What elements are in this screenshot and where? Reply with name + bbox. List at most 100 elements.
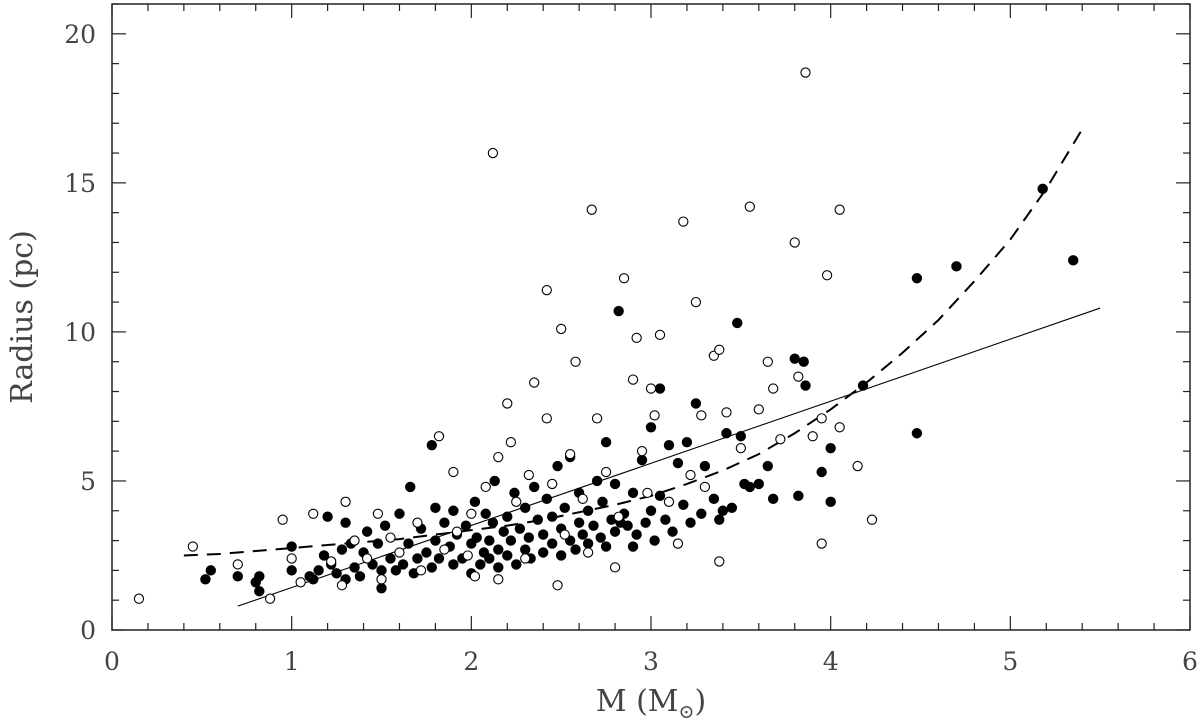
open-point bbox=[336, 580, 348, 591]
filled-point bbox=[573, 517, 585, 528]
filled-point bbox=[448, 559, 459, 570]
filled-point bbox=[200, 574, 211, 585]
filled-point bbox=[735, 431, 747, 442]
open-point bbox=[663, 496, 675, 507]
filled-point bbox=[520, 502, 531, 513]
filled-point bbox=[588, 520, 599, 531]
filled-point bbox=[308, 574, 319, 585]
open-point bbox=[340, 496, 351, 507]
filled-point bbox=[505, 535, 517, 546]
filled-point bbox=[430, 535, 441, 546]
filled-point bbox=[951, 261, 962, 272]
open-point bbox=[753, 404, 764, 415]
x-tick-label: 2 bbox=[463, 647, 479, 676]
filled-point bbox=[372, 538, 384, 549]
filled-point bbox=[426, 562, 438, 573]
filled-point bbox=[205, 565, 217, 576]
filled-point bbox=[469, 496, 481, 508]
filled-point bbox=[511, 559, 522, 570]
open-point bbox=[816, 538, 827, 549]
solid-fit-line bbox=[237, 307, 1101, 607]
open-point bbox=[493, 574, 504, 585]
open-point bbox=[412, 517, 423, 528]
filled-point bbox=[412, 553, 423, 564]
open-point bbox=[696, 410, 707, 421]
open-point bbox=[376, 574, 387, 585]
filled-point bbox=[322, 511, 333, 522]
open-point bbox=[502, 398, 513, 409]
filled-point bbox=[613, 305, 624, 317]
open-point bbox=[520, 553, 531, 564]
filled-point bbox=[405, 481, 416, 493]
filled-point bbox=[857, 380, 869, 391]
filled-point bbox=[484, 535, 495, 546]
filled-point bbox=[421, 547, 432, 558]
filled-point bbox=[331, 568, 342, 579]
open-point bbox=[277, 514, 288, 525]
filled-point bbox=[538, 529, 549, 540]
filled-point bbox=[640, 517, 651, 528]
open-point bbox=[552, 580, 563, 591]
filled-point bbox=[538, 547, 549, 558]
filled-point bbox=[591, 475, 603, 487]
filled-point bbox=[336, 544, 348, 555]
open-point bbox=[735, 443, 746, 454]
filled-point bbox=[286, 541, 297, 552]
open-point bbox=[487, 147, 499, 159]
open-point bbox=[433, 431, 445, 442]
open-point bbox=[466, 508, 477, 519]
filled-point bbox=[397, 559, 409, 570]
x-tick-label: 6 bbox=[1182, 647, 1198, 676]
open-point bbox=[690, 296, 702, 308]
filled-point bbox=[439, 517, 450, 528]
open-point bbox=[645, 383, 657, 394]
open-point bbox=[721, 407, 732, 418]
filled-point bbox=[660, 514, 671, 525]
open-point bbox=[582, 547, 594, 558]
filled-point bbox=[744, 481, 756, 493]
filled-point bbox=[532, 514, 544, 525]
filled-point bbox=[426, 439, 438, 451]
filled-point bbox=[385, 553, 396, 564]
open-point bbox=[636, 445, 648, 457]
open-point bbox=[570, 356, 581, 367]
plot-frame bbox=[111, 3, 1191, 631]
x-axis-label-close: ) bbox=[694, 684, 706, 719]
y-tick-label: 0 bbox=[80, 616, 96, 645]
open-point bbox=[654, 329, 666, 341]
filled-point bbox=[911, 428, 923, 439]
filled-point bbox=[600, 541, 612, 552]
filled-point bbox=[678, 499, 689, 511]
y-tick-label: 5 bbox=[80, 467, 96, 496]
open-point bbox=[349, 535, 360, 546]
filled-point bbox=[609, 478, 621, 490]
open-point bbox=[372, 508, 384, 519]
open-point bbox=[541, 285, 552, 296]
filled-point bbox=[645, 422, 657, 433]
x-tick-label: 1 bbox=[284, 647, 300, 676]
filled-point bbox=[753, 478, 765, 490]
x-tick-label: 3 bbox=[643, 647, 659, 676]
filled-point bbox=[430, 502, 441, 513]
filled-point bbox=[726, 502, 738, 513]
open-point bbox=[775, 434, 786, 445]
filled-point bbox=[825, 496, 836, 508]
filled-point bbox=[232, 571, 243, 582]
filled-point bbox=[793, 490, 804, 502]
filled-point bbox=[484, 553, 495, 564]
open-point bbox=[642, 487, 653, 499]
filled-point bbox=[708, 493, 720, 505]
open-point bbox=[618, 273, 630, 284]
filled-point bbox=[685, 517, 696, 528]
filled-point bbox=[318, 550, 330, 561]
filled-point bbox=[696, 508, 707, 519]
filled-point bbox=[570, 544, 581, 555]
filled-point bbox=[394, 508, 405, 519]
x-tick-label: 0 bbox=[104, 647, 120, 676]
y-tick-label: 10 bbox=[64, 318, 96, 347]
filled-point bbox=[767, 493, 779, 505]
axis-ticks bbox=[111, 3, 1191, 631]
filled-point bbox=[663, 439, 675, 451]
open-point bbox=[834, 422, 845, 433]
filled-point bbox=[493, 562, 504, 573]
